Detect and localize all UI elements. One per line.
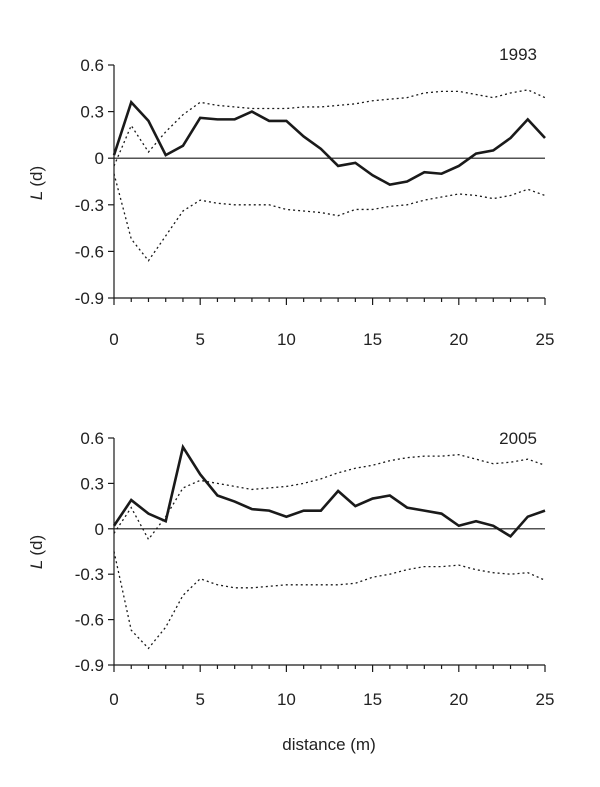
series-group <box>112 89 546 262</box>
x-axis-title: distance (m) <box>282 735 376 754</box>
x-tick-label: 0 <box>109 330 118 349</box>
x-tick-label: 15 <box>363 690 382 709</box>
y-tick-label: -0.6 <box>75 242 104 261</box>
y-tick-label: 0 <box>95 520 104 539</box>
x-tick-label: 25 <box>536 330 555 349</box>
x-tick-label: 10 <box>277 330 296 349</box>
y-tick-label: 0.6 <box>80 429 104 448</box>
x-tick-label: 10 <box>277 690 296 709</box>
observed-line <box>112 443 546 539</box>
y-ticks: 0.6 0.3 0 -0.3 -0.6 -0.9 <box>75 429 114 675</box>
x-tick-label: 20 <box>449 690 468 709</box>
x-tick-label: 20 <box>449 330 468 349</box>
x-tick-label: 15 <box>363 330 382 349</box>
x-tick-label: 5 <box>195 330 204 349</box>
panel-title: 2005 <box>499 429 537 448</box>
y-axis-title-main: L <box>27 560 46 569</box>
panel-2005: 2005 L (d) 0.6 0.3 0 -0.3 -0.6 -0.9 0 5 10 15 20 25… <box>27 429 554 754</box>
y-tick-label: 0 <box>95 149 104 168</box>
series-group <box>112 443 546 650</box>
y-axis-title-arg: (d) <box>27 166 46 187</box>
x-tick-label: 5 <box>195 690 204 709</box>
y-tick-label: -0.9 <box>75 656 104 675</box>
x-tick-label: 0 <box>109 690 118 709</box>
lower-envelope-line <box>113 551 546 650</box>
y-tick-label: -0.6 <box>75 611 104 630</box>
y-axis-title-main: L <box>27 191 46 200</box>
y-axis-title-arg: (d) <box>27 535 46 556</box>
y-tick-label: -0.3 <box>75 565 104 584</box>
y-tick-label: 0.6 <box>80 56 104 75</box>
panel-title: 1993 <box>499 45 537 64</box>
y-tick-label: 0.3 <box>80 474 104 493</box>
upper-envelope-line <box>113 453 546 541</box>
upper-envelope-line <box>113 89 546 167</box>
y-ticks: 0.6 0.3 0 -0.3 -0.6 -0.9 <box>75 56 114 308</box>
y-tick-label: -0.9 <box>75 289 104 308</box>
y-axis-title: L (d) <box>27 166 46 200</box>
lower-envelope-line <box>113 173 546 262</box>
y-axis-title: L (d) <box>27 535 46 569</box>
x-ticks: 0 5 10 15 20 25 <box>109 298 554 349</box>
x-tick-label: 25 <box>536 690 555 709</box>
observed-line <box>112 99 546 186</box>
y-tick-label: 0.3 <box>80 103 104 122</box>
panel-1993: 1993 L (d) 0.6 0.3 0 -0.3 -0.6 -0.9 0 5 10 15 20 25 <box>27 45 554 349</box>
y-tick-label: -0.3 <box>75 196 104 215</box>
x-ticks: 0 5 10 15 20 25 <box>109 665 554 709</box>
